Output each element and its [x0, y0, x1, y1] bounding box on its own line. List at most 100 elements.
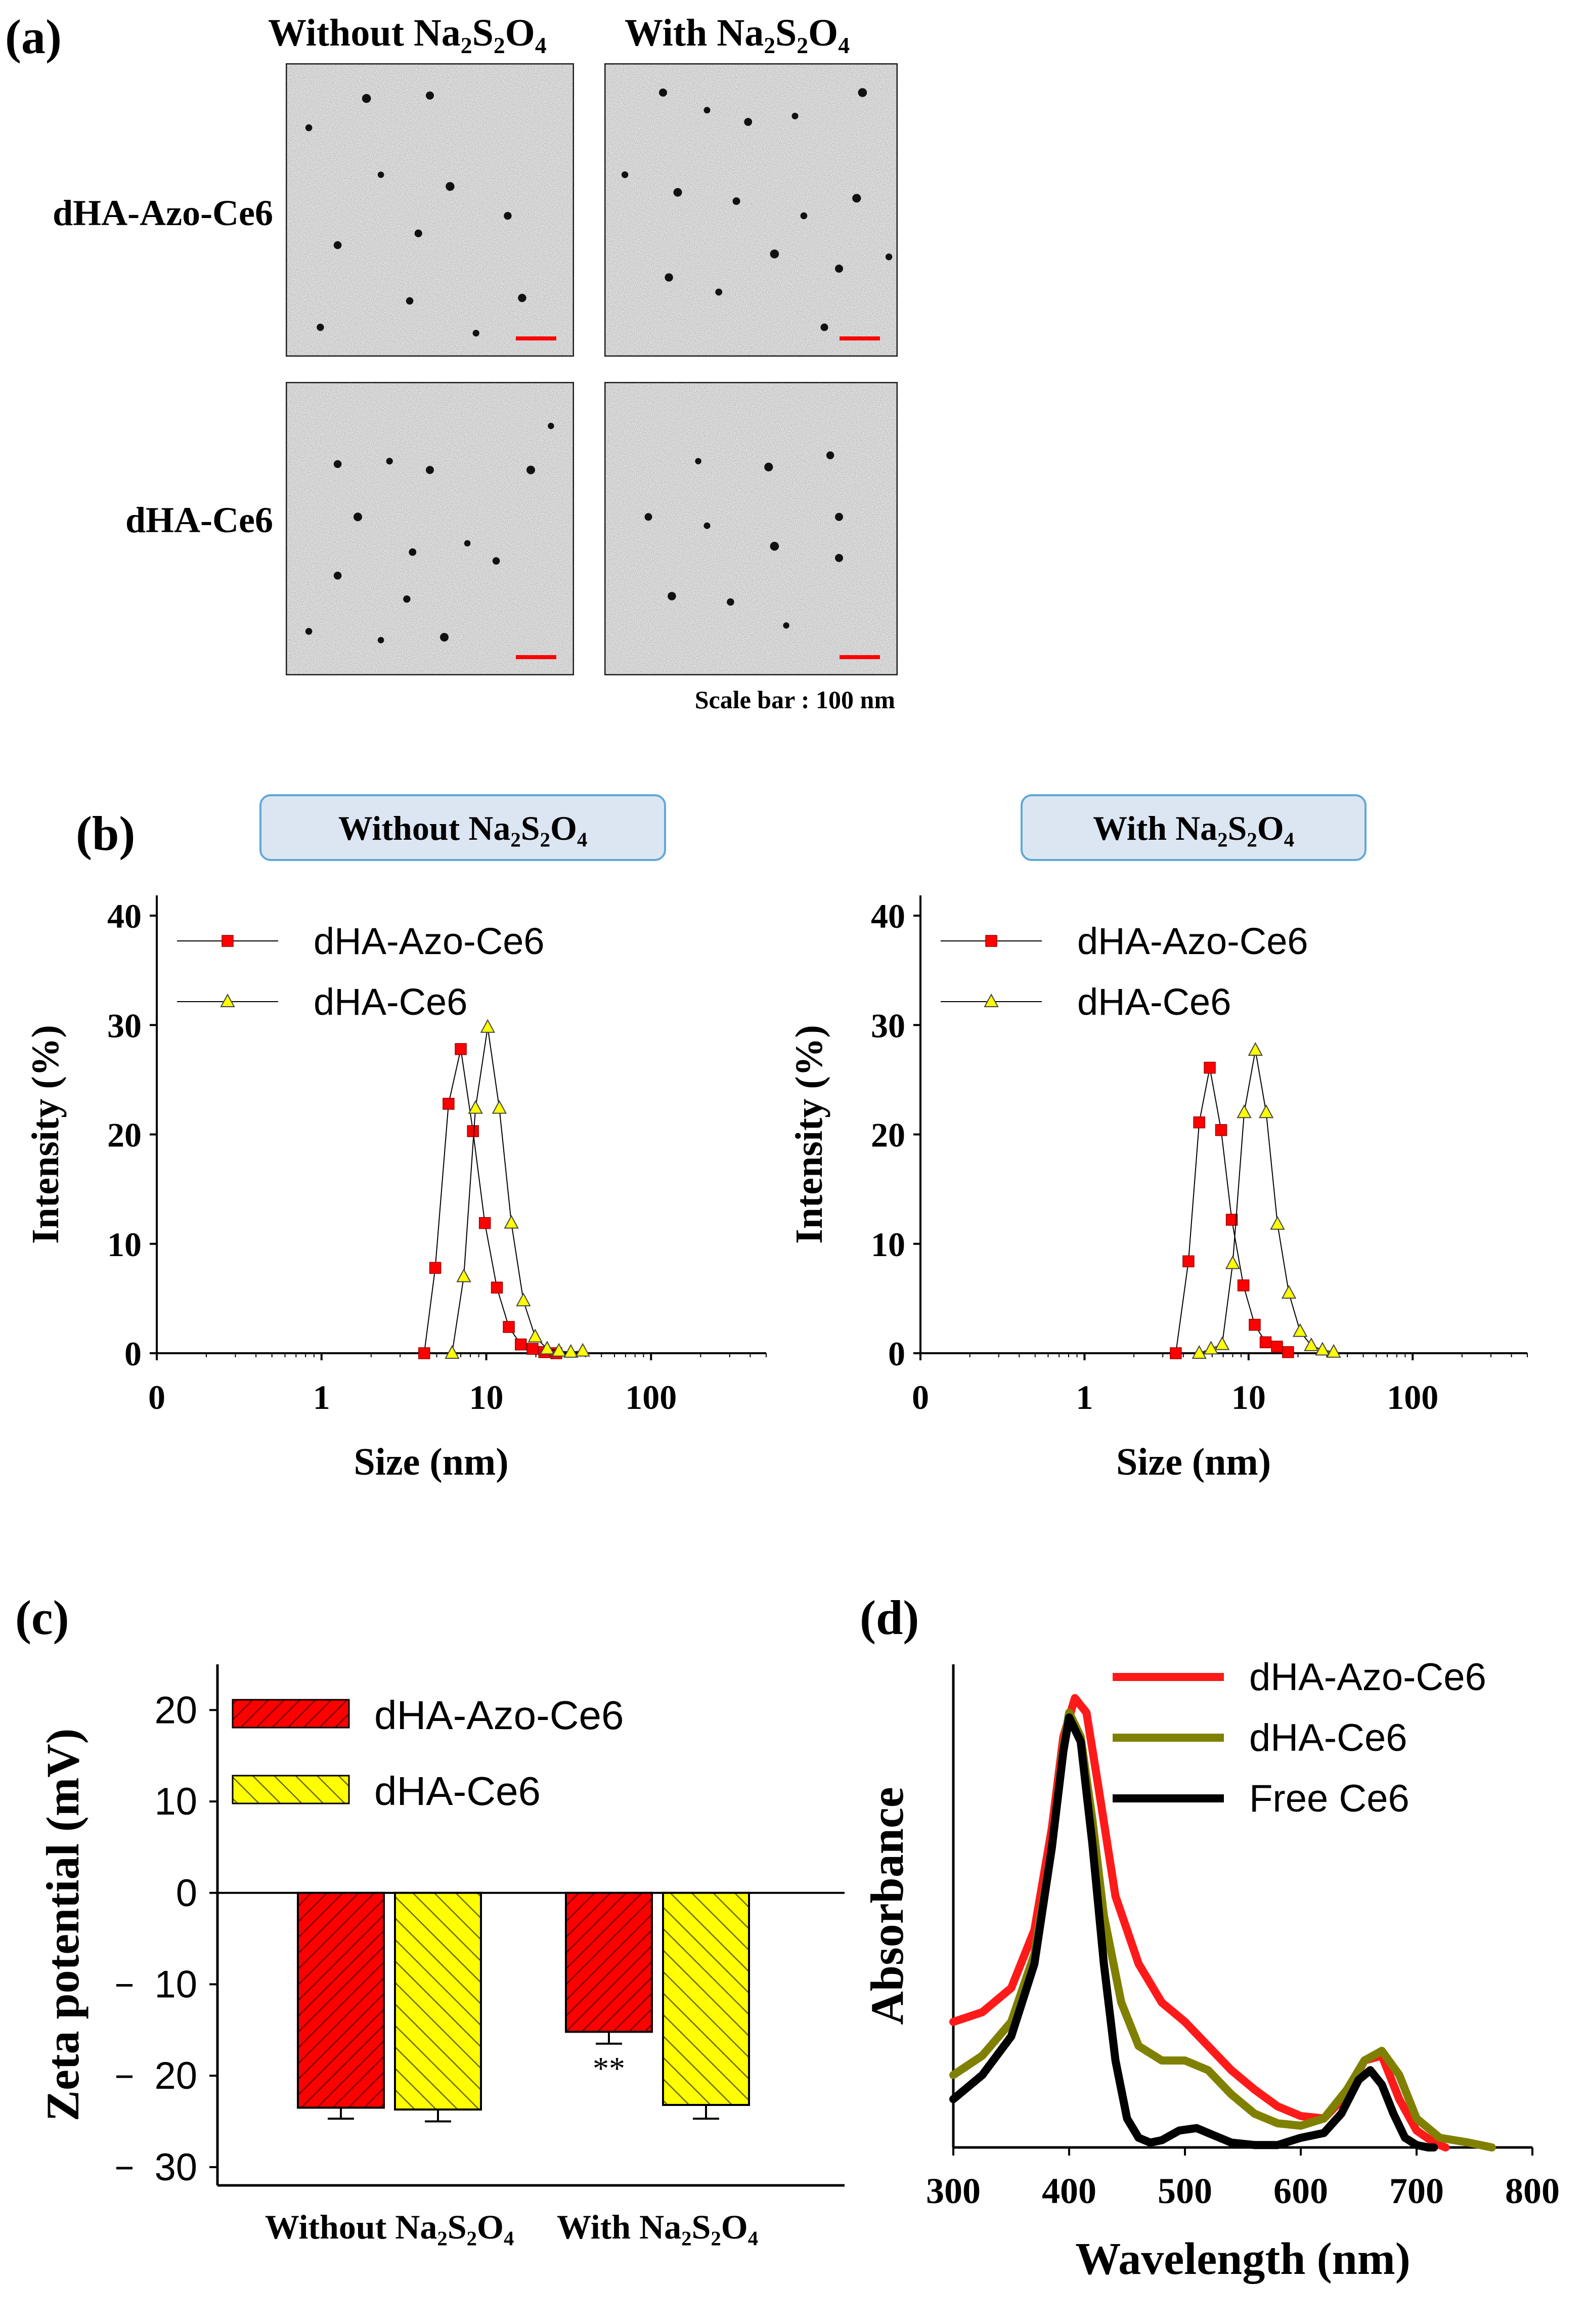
tem-image-background [603, 62, 899, 358]
x-tick-label: 10 [1231, 1378, 1266, 1416]
nanoparticle-dot [826, 451, 834, 459]
y-tick-label: 0 [176, 1872, 197, 1915]
nanoparticle-dot [362, 94, 371, 103]
data-point [429, 1262, 442, 1274]
data-point [1258, 1104, 1274, 1118]
legend-marker [984, 993, 999, 1007]
nanoparticle-dot [644, 513, 652, 521]
tem-col-header-with: With Na₂S₂O₄ [625, 12, 850, 54]
data-point [540, 1341, 555, 1355]
data-point [492, 1100, 507, 1114]
dls-title-box-without [259, 794, 666, 861]
tem-row-label-dha-azo-ce6: dHA-Azo-Ce6 [53, 193, 273, 233]
data-point [1203, 1341, 1219, 1355]
y-tick-label: 20 [154, 2054, 197, 2097]
data-point [478, 1217, 491, 1229]
nanoparticle-dot [333, 572, 342, 580]
nanoparticle-dot [414, 229, 422, 237]
series-line [949, 1694, 1450, 2151]
nanoparticle-dot [835, 265, 843, 273]
data-point [491, 1281, 503, 1294]
data-point [1315, 1342, 1330, 1356]
nanoparticle-dot [858, 88, 867, 97]
nanoparticle-dot [406, 297, 414, 305]
data-point [1214, 1336, 1230, 1350]
nanoparticle-dot [504, 211, 512, 220]
tem-image [284, 62, 576, 358]
data-point [418, 1347, 430, 1359]
panel-b-label: (b) [76, 806, 135, 860]
y-tick-label: 30 [107, 1006, 142, 1045]
data-point [1225, 1214, 1238, 1226]
x-tick-label: 700 [1389, 2171, 1444, 2211]
data-point [526, 1343, 539, 1355]
nanoparticle-dot [377, 171, 384, 178]
data-point [1281, 1284, 1297, 1299]
nanoparticle-dot [715, 288, 723, 296]
y-axis-label: Intensity (%) [788, 1025, 830, 1244]
nanoparticle-dot [403, 595, 411, 603]
nanoparticle-dot [526, 465, 535, 475]
x-category-label: With Na₂S₂O₄ [557, 2208, 758, 2246]
nanoparticle-dot [783, 622, 789, 629]
x-tick-label: 600 [1273, 2171, 1328, 2211]
nanoparticle-dot [377, 637, 384, 643]
nanoparticle-dot [665, 273, 673, 282]
nanoparticle-dot [695, 458, 701, 464]
nanoparticle-dot [668, 592, 676, 600]
y-tick-label: 20 [154, 1689, 197, 1732]
panel-a-label: (a) [5, 10, 62, 64]
x-tick-label: 300 [926, 2171, 981, 2211]
series-line [423, 1049, 556, 1354]
data-point [455, 1043, 467, 1055]
tem-image [603, 380, 899, 677]
nanoparticle-dot [426, 466, 434, 474]
y-tick-label: 10 [154, 1963, 197, 2006]
nanoparticle-dot [305, 124, 313, 132]
tem-image [284, 380, 576, 677]
data-point [445, 1345, 460, 1359]
tem-image-grid [284, 62, 899, 677]
legend-label: dHA-Ce6 [314, 981, 467, 1023]
nanoparticle-dot [800, 212, 808, 220]
nanoparticle-dot [764, 462, 773, 471]
nanoparticle-dot [791, 112, 799, 119]
nanoparticle-dot [727, 598, 734, 606]
x-tick-label: 800 [1505, 2171, 1560, 2211]
nanoparticle-dot [703, 107, 711, 114]
panel-c-label: (c) [15, 1590, 69, 1645]
data-point [456, 1268, 471, 1282]
y-tick-label: 40 [107, 897, 142, 935]
data-point [1225, 1255, 1241, 1269]
nanoparticle-dot [409, 548, 417, 556]
data-point [443, 1098, 455, 1110]
tem-col-header-without: Without Na₂S₂O₄ [268, 12, 547, 54]
bar [394, 1891, 482, 2111]
nanoparticle-dot [492, 557, 500, 565]
tem-image [603, 62, 899, 358]
x-tick-label: 0 [148, 1378, 165, 1416]
dls-title-box-with [1021, 794, 1367, 861]
tem-image-background [284, 62, 576, 358]
nanoparticle-dot [621, 171, 629, 179]
nanoparticle-dot [835, 512, 843, 521]
bar [297, 1891, 385, 2109]
absorbance-chart: 300 400 500 600 700 800 Wavelength (nm) Absorba… [861, 1656, 1560, 2284]
data-point [1270, 1216, 1285, 1230]
series-line [1199, 1050, 1334, 1354]
tem-image-background [603, 380, 899, 677]
nanoparticle-dot [446, 182, 455, 191]
data-point [575, 1343, 590, 1357]
x-tick-label: 1 [1076, 1378, 1093, 1416]
y-tick-label: 10 [871, 1225, 905, 1264]
nanoparticle-dot [548, 422, 554, 429]
data-point [1170, 1347, 1182, 1359]
legend-label: dHA-Azo-Ce6 [374, 1693, 624, 1738]
dls-chart-with: 0 10 20 30 40 0 1 10 100 Size (nm) Intensity (%) dH… [788, 895, 1528, 1483]
panel-d-label: (d) [860, 1590, 919, 1645]
y-tick-label: 0 [888, 1335, 905, 1373]
dls-chart-without: 0 10 20 30 40 0 1 10 100 Size (nm) Intensity (%) dH… [24, 895, 767, 1483]
bar [565, 1891, 653, 2033]
y-tick-label: 10 [107, 1225, 142, 1264]
